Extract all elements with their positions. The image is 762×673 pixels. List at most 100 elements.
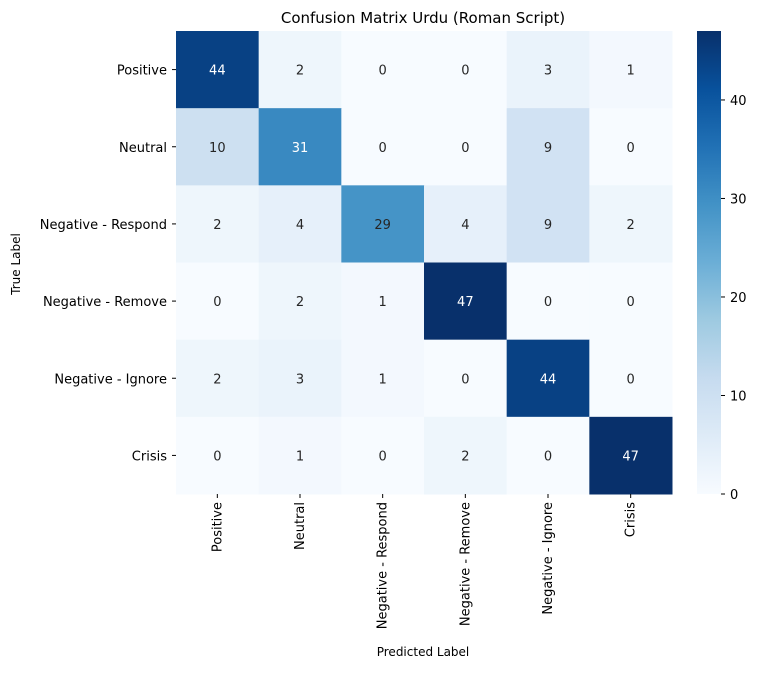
x-axis-ticks: Positive Neutral Negative - Respond Negativ… [210,494,639,629]
heatmap-cell [258,31,342,109]
heatmap-cell [176,185,260,263]
x-tick-label: Negative - Respond [376,502,391,629]
cell-value-label: 0 [627,141,635,156]
heatmap-cell [341,31,425,109]
colorbar [697,31,721,494]
y-tick-label: Crisis [132,449,167,464]
heatmap-cell [424,31,508,109]
heatmap-cell [341,339,425,418]
x-tick-label: Crisis [624,502,639,537]
heatmap-cell [424,262,508,341]
heatmap-cell [258,262,342,341]
heatmap-cell [589,31,673,109]
cell-value-label: 1 [627,64,635,79]
y-tick-label: Negative - Remove [43,295,167,310]
cell-value-label: 2 [461,449,469,464]
cell-value-label: 0 [544,295,552,310]
cell-value-label: 1 [296,449,304,464]
cell-value-label: 47 [622,449,639,464]
heatmap-cell [589,262,673,341]
heatmap-cell [424,108,508,186]
heatmap-cell [424,339,508,418]
heatmap-cell [506,185,590,263]
cell-value-label: 4 [296,218,304,233]
colorbar-ticks: 0 10 20 30 40 [721,94,747,503]
heatmap-cell [258,339,342,418]
x-tick-label: Positive [210,502,225,552]
cell-value-label: 29 [374,218,391,233]
colorbar-tick-label: 30 [730,192,747,207]
y-tick-label: Negative - Ignore [54,372,167,387]
cell-value-label: 1 [379,372,387,387]
cell-value-label: 2 [627,218,635,233]
cell-value-label: 9 [544,218,552,233]
heatmap-cell [258,108,342,186]
colorbar-tick-label: 0 [730,488,738,503]
cell-value-label: 0 [379,141,387,156]
cell-value-label: 2 [296,64,304,79]
cell-value-label: 1 [379,295,387,310]
colorbar-tick-label: 10 [730,389,747,404]
cell-annotations: 44 2 0 0 3 110 31 0 0 9 02 4 29 4 9 20 2 1 47 0 02 3 1 0 44 00 1 0 2… [209,64,639,465]
heatmap-cell [176,416,260,495]
x-tick-label: Negative - Remove [458,502,473,626]
colorbar-tick-label: 40 [730,94,747,109]
heatmap-cell [506,108,590,186]
heatmap-cell [424,185,508,263]
heatmap-cells [176,31,673,495]
cell-value-label: 44 [540,372,557,387]
heatmap-cell [341,416,425,495]
x-axis-label: Predicted Label [377,645,470,659]
cell-value-label: 0 [213,449,221,464]
y-axis-label: True Label [9,233,23,296]
heatmap-cell [589,108,673,186]
heatmap-cell [176,108,260,186]
cell-value-label: 0 [627,372,635,387]
cell-value-label: 0 [461,64,469,79]
x-tick-label: Neutral [293,502,308,550]
heatmap-cell [258,185,342,263]
colorbar-tick-label: 20 [730,291,747,306]
cell-value-label: 3 [544,64,552,79]
cell-value-label: 0 [627,295,635,310]
y-axis-ticks: Positive Neutral Negative - Respond Negativ… [40,64,176,464]
cell-value-label: 0 [379,64,387,79]
heatmap-cell [506,416,590,495]
cell-value-label: 2 [213,372,221,387]
heatmap-cell [176,262,260,341]
cell-value-label: 0 [379,449,387,464]
heatmap-cell [506,31,590,109]
y-tick-label: Positive [117,64,167,79]
cell-value-label: 3 [296,372,304,387]
heatmap-cell [176,31,260,109]
cell-value-label: 0 [461,372,469,387]
heatmap-cell [506,262,590,341]
x-tick-label: Negative - Ignore [541,502,556,615]
cell-value-label: 0 [461,141,469,156]
cell-value-label: 2 [213,218,221,233]
y-tick-label: Negative - Respond [40,218,167,233]
chart-title: Confusion Matrix Urdu (Roman Script) [281,9,565,27]
heatmap-cell [589,185,673,263]
y-tick-label: Neutral [119,141,167,156]
heatmap-cell [176,339,260,418]
heatmap-cell [341,262,425,341]
cell-value-label: 31 [292,141,309,156]
cell-value-label: 0 [213,295,221,310]
cell-value-label: 10 [209,141,226,156]
cell-value-label: 4 [461,218,469,233]
heatmap-cell [589,339,673,418]
cell-value-label: 2 [296,295,304,310]
heatmap-cell [341,185,425,263]
heatmap-cell [341,108,425,186]
cell-value-label: 0 [544,449,552,464]
cell-value-label: 44 [209,64,226,79]
heatmap-cell [424,416,508,495]
heatmap-cell [506,339,590,418]
cell-value-label: 9 [544,141,552,156]
heatmap-cell [258,416,342,495]
heatmap-cell [589,416,673,495]
cell-value-label: 47 [457,295,474,310]
